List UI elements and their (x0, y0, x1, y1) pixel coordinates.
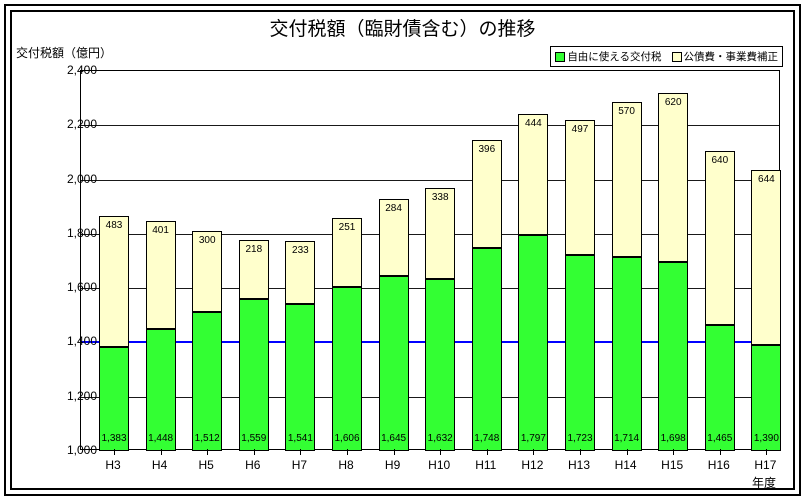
y-tick-label: 1,200 (37, 389, 97, 403)
bar-label-a: 1,390 (746, 433, 786, 444)
y-tick-label: 1,000 (37, 443, 97, 457)
bar-label-a: 1,723 (560, 433, 600, 444)
bar-label-a: 1,748 (467, 433, 507, 444)
x-tick-label: H16 (708, 458, 730, 472)
bar-label-b: 620 (653, 97, 693, 108)
x-tick (580, 449, 581, 455)
bar-label-a: 1,448 (141, 433, 181, 444)
bar-label-b: 300 (187, 235, 227, 246)
bar-series-b (518, 114, 548, 235)
bar-label-a: 1,512 (187, 433, 227, 444)
x-tick-label: H9 (385, 458, 400, 472)
bar-series-b (99, 216, 129, 347)
x-tick-label: H8 (338, 458, 353, 472)
bar-label-a: 1,606 (327, 433, 367, 444)
x-tick (300, 449, 301, 455)
x-axis-title: 年度 (752, 474, 776, 491)
bar-label-b: 251 (327, 222, 367, 233)
x-tick-label: H10 (428, 458, 450, 472)
bar-series-b (146, 221, 176, 330)
bar-label-a: 1,714 (607, 433, 647, 444)
bar-series-a (472, 248, 502, 451)
x-tick (487, 449, 488, 455)
bar-series-a (518, 235, 548, 451)
bar-label-b: 218 (234, 244, 274, 255)
y-tick-label: 1,800 (37, 226, 97, 240)
plot-area: 1,383 483 1,448 401 1,512 300 1,559 218 1,541 233… (80, 70, 780, 450)
bar-series-a (192, 312, 222, 451)
y-tick-label: 2,000 (37, 172, 97, 186)
bar-label-a: 1,559 (234, 433, 274, 444)
x-tick (720, 449, 721, 455)
x-tick-label: H6 (245, 458, 260, 472)
y-tick-label: 2,400 (37, 63, 97, 77)
x-tick (347, 449, 348, 455)
bar-series-a (612, 257, 642, 451)
x-tick (533, 449, 534, 455)
x-tick-label: H14 (615, 458, 637, 472)
x-tick-label: H13 (568, 458, 590, 472)
bar-series-b (658, 93, 688, 261)
bar-label-b: 284 (374, 203, 414, 214)
bar-label-a: 1,632 (420, 433, 460, 444)
x-tick-label: H4 (152, 458, 167, 472)
bar-series-a (379, 276, 409, 451)
bar-label-b: 233 (280, 245, 320, 256)
x-tick (254, 449, 255, 455)
y-axis-title: 交付税額（億円） (16, 44, 112, 61)
bar-label-b: 338 (420, 192, 460, 203)
bar-series-a (332, 287, 362, 451)
x-tick (394, 449, 395, 455)
legend-label-a: 自由に使える交付税 (567, 51, 661, 63)
x-tick-label: H5 (199, 458, 214, 472)
bar-label-a: 1,645 (374, 433, 414, 444)
legend-label-b: 公債費・事業費補正 (684, 51, 779, 63)
bar-label-a: 1,465 (700, 433, 740, 444)
x-tick-label: H11 (475, 458, 496, 472)
x-tick-label: H15 (661, 458, 683, 472)
x-tick (161, 449, 162, 455)
bar-label-b: 483 (94, 220, 134, 231)
bar-series-b (705, 151, 735, 325)
x-tick (673, 449, 674, 455)
bar-label-b: 644 (746, 174, 786, 185)
x-tick (627, 449, 628, 455)
bar-label-b: 570 (607, 106, 647, 117)
bar-label-b: 640 (700, 155, 740, 166)
x-tick (440, 449, 441, 455)
bar-series-b (751, 170, 781, 345)
bar-label-b: 396 (467, 144, 507, 155)
bar-series-b (612, 102, 642, 257)
x-tick-label: H7 (292, 458, 307, 472)
legend-item-b: 公債費・事業費補正 (672, 49, 779, 64)
bar-series-a (239, 299, 269, 451)
x-tick-label: H3 (105, 458, 120, 472)
y-tick-label: 2,200 (37, 117, 97, 131)
bar-series-a (658, 262, 688, 451)
bar-label-a: 1,541 (280, 433, 320, 444)
bar-series-b (472, 140, 502, 247)
bar-label-b: 497 (560, 124, 600, 135)
bar-series-a (285, 304, 315, 451)
y-tick-label: 1,400 (37, 334, 97, 348)
x-tick (207, 449, 208, 455)
legend-item-a: 自由に使える交付税 (555, 49, 661, 64)
bar-series-a (565, 255, 595, 451)
chart-title: 交付税額（臨財債含む）の推移 (0, 14, 805, 41)
bar-label-a: 1,698 (653, 433, 693, 444)
bar-label-a: 1,797 (513, 433, 553, 444)
x-tick-label: H12 (521, 458, 543, 472)
bar-label-b: 401 (141, 225, 181, 236)
bar-label-a: 1,383 (94, 433, 134, 444)
bar-label-b: 444 (513, 118, 553, 129)
x-tick (114, 449, 115, 455)
x-tick (766, 449, 767, 455)
legend: 自由に使える交付税 公債費・事業費補正 (550, 46, 783, 67)
bar-series-a (425, 279, 455, 451)
x-tick-label: H17 (754, 458, 776, 472)
y-tick-label: 1,600 (37, 280, 97, 294)
bar-series-b (565, 120, 595, 255)
